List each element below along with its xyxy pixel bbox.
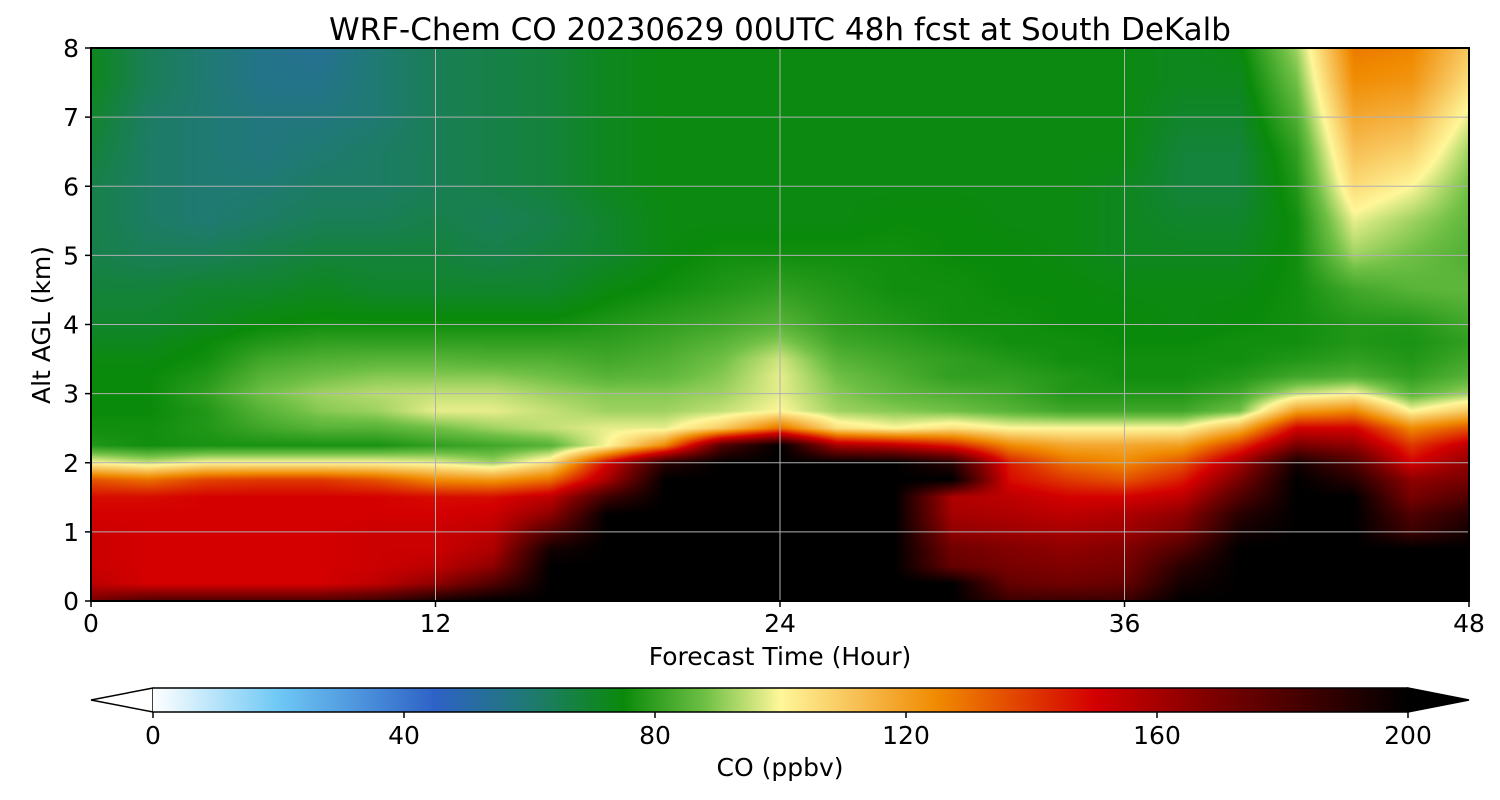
colorbar-label: CO (ppbv) xyxy=(717,753,844,782)
colorbar-tick-label: 40 xyxy=(388,721,420,750)
x-tick-label: 36 xyxy=(1109,609,1141,638)
x-tick-label: 0 xyxy=(83,609,99,638)
x-tick-label: 24 xyxy=(764,609,796,638)
colorbar-tick-label: 80 xyxy=(639,721,671,750)
y-axis: 0 1 2 3 4 5 6 7 8 xyxy=(63,34,91,616)
chart-title: WRF-Chem CO 20230629 00UTC 48h fcst at S… xyxy=(329,12,1231,48)
y-tick-label: 1 xyxy=(63,518,79,547)
y-tick-label: 2 xyxy=(63,449,79,478)
colorbar-gradient xyxy=(153,688,1408,712)
x-axis-label: Forecast Time (Hour) xyxy=(649,642,912,671)
x-tick-label: 48 xyxy=(1453,609,1485,638)
colorbar-high-extend xyxy=(1407,687,1470,713)
y-tick-label: 6 xyxy=(63,172,79,201)
y-tick-label: 5 xyxy=(63,241,79,270)
y-tick-label: 8 xyxy=(63,34,79,63)
y-tick-label: 0 xyxy=(63,587,79,616)
x-tick-label: 12 xyxy=(420,609,452,638)
colorbar-tick-label: 120 xyxy=(882,721,930,750)
colorbar-tick-label: 160 xyxy=(1133,721,1181,750)
colorbar: 0 40 80 120 160 200 xyxy=(90,687,1470,750)
y-tick-label: 3 xyxy=(63,380,79,409)
colorbar-tick-label: 200 xyxy=(1384,721,1432,750)
x-axis: 0 12 24 36 48 xyxy=(83,601,1485,638)
y-axis-label: Alt AGL (km) xyxy=(27,246,56,404)
y-tick-label: 4 xyxy=(63,311,79,340)
colorbar-low-extend xyxy=(90,687,154,713)
colorbar-tick-label: 0 xyxy=(145,721,161,750)
y-tick-label: 7 xyxy=(63,103,79,132)
